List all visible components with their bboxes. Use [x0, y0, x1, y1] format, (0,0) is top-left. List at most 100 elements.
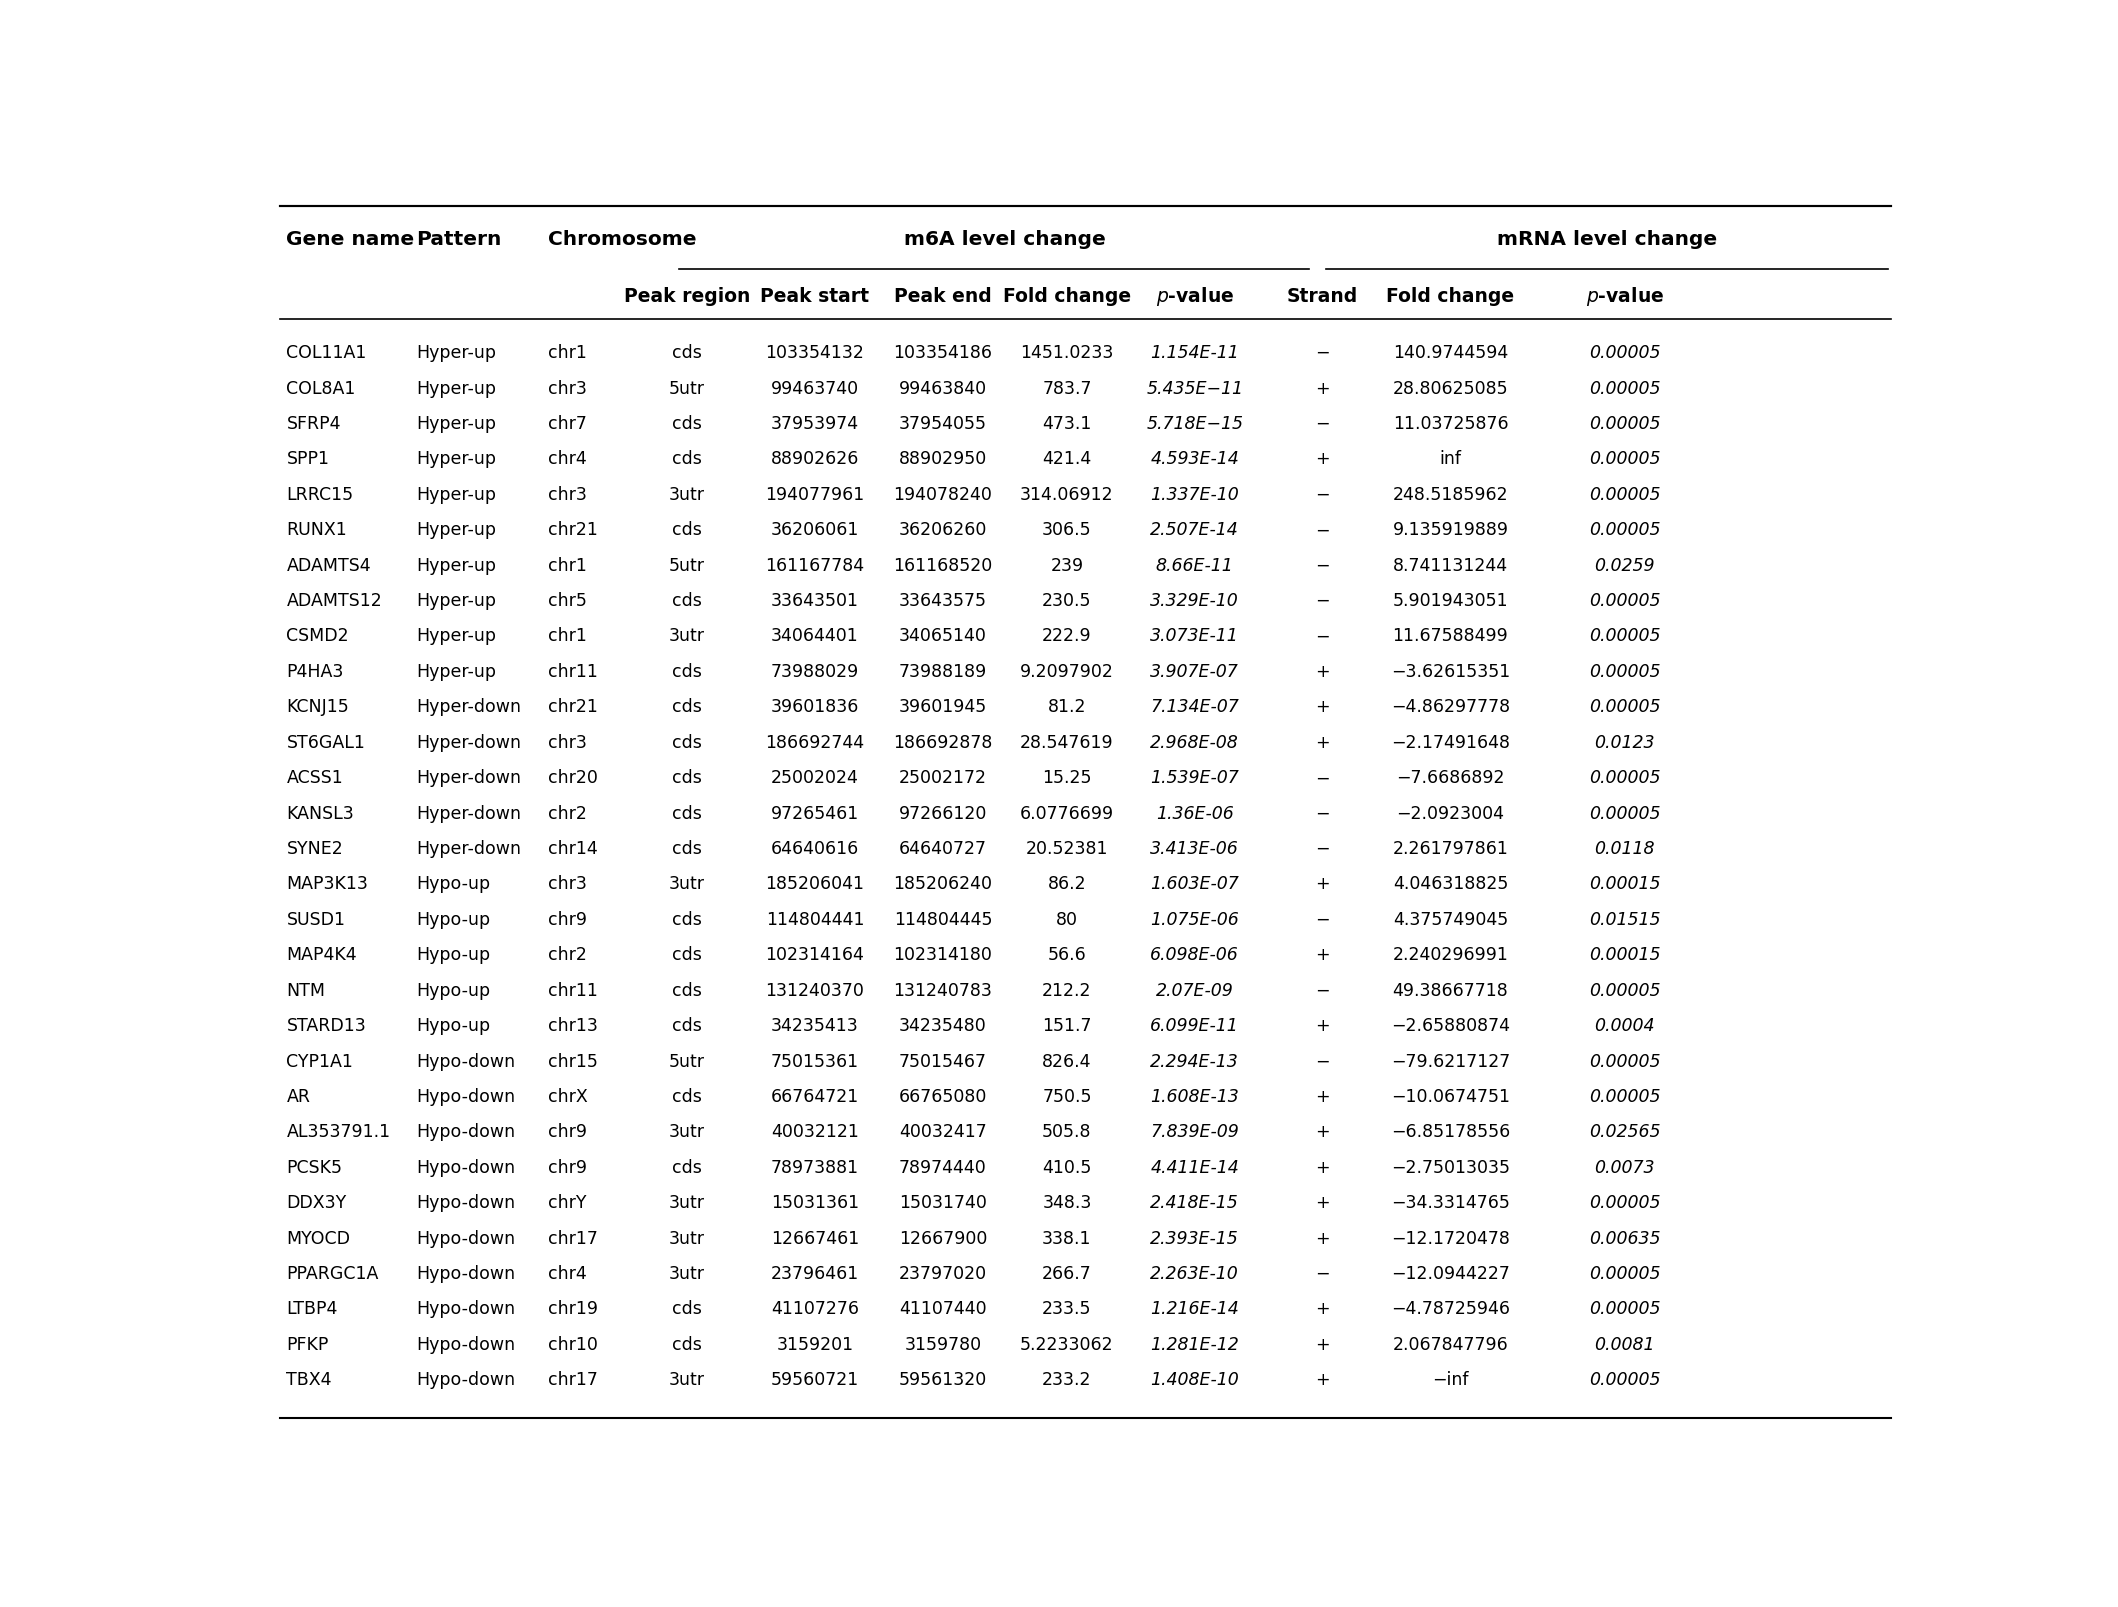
- Text: cds: cds: [671, 591, 701, 609]
- Text: 4.411E-14: 4.411E-14: [1150, 1159, 1239, 1176]
- Text: chr11: chr11: [549, 662, 597, 680]
- Text: AR: AR: [286, 1088, 311, 1106]
- Text: 37954055: 37954055: [898, 415, 987, 432]
- Text: 1.216E-14: 1.216E-14: [1150, 1300, 1239, 1318]
- Text: MYOCD: MYOCD: [286, 1229, 349, 1247]
- Text: 73988029: 73988029: [771, 662, 860, 680]
- Text: 0.02565: 0.02565: [1588, 1123, 1661, 1141]
- Text: CSMD2: CSMD2: [286, 627, 349, 644]
- Text: 0.00015: 0.00015: [1588, 945, 1661, 964]
- Text: 0.00005: 0.00005: [1588, 344, 1661, 362]
- Text: 2.393E-15: 2.393E-15: [1150, 1229, 1239, 1247]
- Text: 9.2097902: 9.2097902: [1021, 662, 1114, 680]
- Text: −12.0944227: −12.0944227: [1392, 1265, 1510, 1282]
- Text: 750.5: 750.5: [1042, 1088, 1091, 1106]
- Text: MAP4K4: MAP4K4: [286, 945, 358, 964]
- Text: 186692744: 186692744: [765, 733, 864, 752]
- Text: −2.65880874: −2.65880874: [1392, 1017, 1510, 1035]
- Text: 25002024: 25002024: [771, 768, 860, 787]
- Text: 0.00005: 0.00005: [1588, 768, 1661, 787]
- Text: 66764721: 66764721: [771, 1088, 860, 1106]
- Text: 3utr: 3utr: [669, 627, 705, 644]
- Text: −: −: [1315, 804, 1330, 823]
- Text: cds: cds: [671, 662, 701, 680]
- Text: 3159780: 3159780: [904, 1335, 981, 1353]
- Text: 6.0776699: 6.0776699: [1019, 804, 1114, 823]
- Text: 0.00005: 0.00005: [1588, 379, 1661, 397]
- Text: 4.375749045: 4.375749045: [1394, 910, 1508, 929]
- Text: −: −: [1315, 1053, 1330, 1070]
- Text: 40032417: 40032417: [898, 1123, 987, 1141]
- Text: 36206260: 36206260: [898, 521, 987, 538]
- Text: 8.66E-11: 8.66E-11: [1156, 556, 1233, 574]
- Text: 5utr: 5utr: [669, 379, 705, 397]
- Text: Hyper-up: Hyper-up: [415, 415, 496, 432]
- Text: 9.135919889: 9.135919889: [1392, 521, 1508, 538]
- Text: PFKP: PFKP: [286, 1335, 328, 1353]
- Text: 28.80625085: 28.80625085: [1394, 379, 1508, 397]
- Text: 6.099E-11: 6.099E-11: [1150, 1017, 1239, 1035]
- Text: Chromosome: Chromosome: [549, 230, 697, 249]
- Text: STARD13: STARD13: [286, 1017, 366, 1035]
- Text: chr9: chr9: [549, 1159, 587, 1176]
- Text: 103354132: 103354132: [765, 344, 864, 362]
- Text: 78974440: 78974440: [898, 1159, 987, 1176]
- Text: 99463840: 99463840: [898, 379, 987, 397]
- Text: ADAMTS12: ADAMTS12: [286, 591, 381, 609]
- Text: chr9: chr9: [549, 910, 587, 929]
- Text: −: −: [1315, 1265, 1330, 1282]
- Text: cds: cds: [671, 415, 701, 432]
- Text: 1.36E-06: 1.36E-06: [1156, 804, 1233, 823]
- Text: Fold change: Fold change: [1002, 288, 1131, 307]
- Text: 473.1: 473.1: [1042, 415, 1091, 432]
- Text: MAP3K13: MAP3K13: [286, 874, 369, 893]
- Text: 39601945: 39601945: [898, 697, 987, 715]
- Text: −7.6686892: −7.6686892: [1396, 768, 1504, 787]
- Text: 15031361: 15031361: [771, 1194, 860, 1212]
- Text: 194077961: 194077961: [765, 485, 864, 503]
- Text: Gene name: Gene name: [286, 230, 415, 249]
- Text: 2.067847796: 2.067847796: [1394, 1335, 1508, 1353]
- Text: chr7: chr7: [549, 415, 587, 432]
- Text: chr1: chr1: [549, 344, 587, 362]
- Text: 0.01515: 0.01515: [1588, 910, 1661, 929]
- Text: −: −: [1315, 980, 1330, 1000]
- Text: ST6GAL1: ST6GAL1: [286, 733, 364, 752]
- Text: −2.75013035: −2.75013035: [1392, 1159, 1510, 1176]
- Text: 4.593E-14: 4.593E-14: [1150, 450, 1239, 468]
- Text: 78973881: 78973881: [771, 1159, 860, 1176]
- Text: KCNJ15: KCNJ15: [286, 697, 349, 715]
- Text: cds: cds: [671, 697, 701, 715]
- Text: 239: 239: [1051, 556, 1084, 574]
- Text: Hypo-up: Hypo-up: [415, 945, 489, 964]
- Text: 0.0123: 0.0123: [1595, 733, 1654, 752]
- Text: 1.281E-12: 1.281E-12: [1150, 1335, 1239, 1353]
- Text: Peak region: Peak region: [625, 288, 750, 307]
- Text: −: −: [1315, 591, 1330, 609]
- Text: 4.046318825: 4.046318825: [1394, 874, 1508, 893]
- Text: 34235413: 34235413: [771, 1017, 860, 1035]
- Text: +: +: [1315, 1371, 1330, 1388]
- Text: 39601836: 39601836: [771, 697, 860, 715]
- Text: 12667461: 12667461: [771, 1229, 860, 1247]
- Text: 1.337E-10: 1.337E-10: [1150, 485, 1239, 503]
- Text: Hyper-up: Hyper-up: [415, 379, 496, 397]
- Text: cds: cds: [671, 521, 701, 538]
- Text: 20.52381: 20.52381: [1025, 839, 1108, 858]
- Text: 2.294E-13: 2.294E-13: [1150, 1053, 1239, 1070]
- Text: −4.86297778: −4.86297778: [1392, 697, 1510, 715]
- Text: 114804445: 114804445: [894, 910, 991, 929]
- Text: 8.741131244: 8.741131244: [1394, 556, 1508, 574]
- Text: 12667900: 12667900: [898, 1229, 987, 1247]
- Text: chr9: chr9: [549, 1123, 587, 1141]
- Text: 230.5: 230.5: [1042, 591, 1091, 609]
- Text: −2.17491648: −2.17491648: [1392, 733, 1510, 752]
- Text: 2.968E-08: 2.968E-08: [1150, 733, 1239, 752]
- Text: 2.507E-14: 2.507E-14: [1150, 521, 1239, 538]
- Text: Hyper-down: Hyper-down: [415, 697, 521, 715]
- Text: +: +: [1315, 662, 1330, 680]
- Text: 2.261797861: 2.261797861: [1392, 839, 1508, 858]
- Text: Strand: Strand: [1288, 288, 1358, 307]
- Text: 140.9744594: 140.9744594: [1394, 344, 1508, 362]
- Text: Hyper-down: Hyper-down: [415, 768, 521, 787]
